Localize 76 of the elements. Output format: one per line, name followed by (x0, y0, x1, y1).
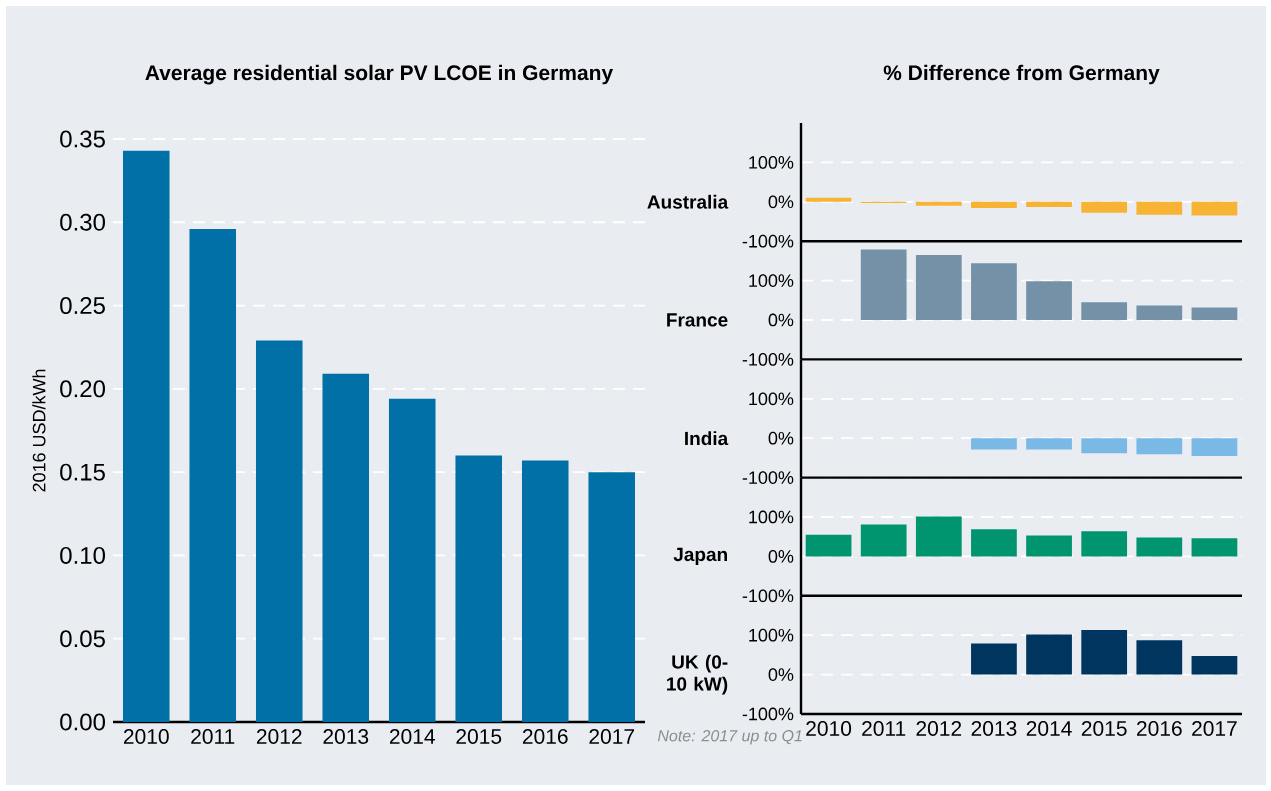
bar (1191, 307, 1238, 320)
y-tick-label: 0% (768, 668, 794, 681)
y-tick-label: 100% (749, 156, 794, 169)
x-tick-label: 2011 (191, 729, 235, 744)
bar (1081, 531, 1128, 557)
x-tick-label: 2011 (862, 721, 906, 736)
y-tick-label: 0.30 (60, 213, 106, 231)
bar (971, 263, 1017, 320)
bar (455, 455, 503, 722)
text: Note: 2017 up to Q1 (657, 730, 802, 745)
bar (1136, 537, 1183, 557)
bar (1136, 640, 1183, 675)
y-tick-label: 0% (768, 195, 794, 209)
y-tick-label: 0.25 (60, 297, 105, 315)
bar (189, 228, 237, 722)
chart-title: % Difference from Germany (883, 64, 1160, 85)
x-tick-label: 2012 (256, 729, 302, 744)
y-tick-label: 0.15 (60, 463, 105, 481)
x-tick-label: 2015 (456, 729, 502, 744)
y-tick-label: 0.35 (60, 130, 105, 148)
y-tick-label: -100% (742, 234, 794, 248)
bar (860, 524, 907, 557)
bar (805, 534, 852, 557)
bar (1191, 656, 1238, 675)
x-tick-label: 2012 (916, 721, 962, 736)
y-axis-title: 2016 USD/kWh (32, 369, 46, 492)
bar (915, 254, 962, 320)
bar (971, 643, 1017, 675)
y-axis-title: France (667, 313, 728, 327)
y-tick-label: 0% (768, 431, 794, 445)
y-tick-label: 0.20 (60, 380, 106, 398)
x-tick-label: 2010 (123, 729, 169, 744)
bar (1081, 630, 1128, 675)
y-axis-title: India (685, 431, 729, 446)
y-tick-label: -100% (742, 589, 794, 603)
bar (1191, 538, 1238, 557)
bar (1026, 281, 1072, 320)
y-tick-label: 100% (749, 510, 794, 524)
y-tick-label: -100% (742, 707, 794, 721)
bar (588, 472, 636, 722)
y-axis-title: Japan (673, 547, 728, 565)
y-tick-label: 100% (749, 274, 794, 287)
bar (322, 373, 370, 722)
bar (915, 516, 962, 557)
y-tick-label: 0.00 (60, 713, 106, 731)
x-tick-label: 2010 (806, 721, 852, 736)
y-tick-label: -100% (742, 471, 794, 484)
bar (122, 150, 170, 722)
y-tick-label: 0.10 (60, 546, 106, 564)
x-tick-label: 2016 (1137, 721, 1182, 736)
x-tick-label: 2016 (522, 729, 568, 744)
x-tick-label: 2017 (589, 729, 635, 744)
x-tick-label: 2013 (971, 721, 1017, 736)
bar (1136, 305, 1183, 320)
x-tick-label: 2017 (1192, 721, 1237, 736)
chart-title: Average residential solar PV LCOE in Germany (145, 64, 614, 85)
x-tick-label: 2015 (1081, 721, 1127, 736)
bar (1026, 535, 1072, 557)
y-tick-label: 100% (749, 392, 794, 406)
bar (255, 340, 303, 722)
y-tick-label: 100% (749, 628, 794, 642)
x-tick-label: 2013 (323, 729, 369, 744)
y-tick-label: 0% (768, 550, 794, 563)
x-tick-label: 2014 (1026, 721, 1072, 736)
y-tick-label: -100% (742, 353, 794, 366)
bar (388, 398, 436, 722)
y-tick-label: 0.05 (60, 630, 105, 648)
y-tick-label: 0% (768, 313, 794, 327)
bar (1081, 302, 1128, 320)
x-tick-label: 2014 (389, 729, 435, 744)
bar (860, 249, 907, 320)
y-axis-title: Australia (647, 194, 729, 209)
bar (1026, 634, 1072, 675)
bar (971, 529, 1017, 557)
y-axis-title: UK (0-10 kW) (667, 654, 728, 695)
bar (521, 460, 569, 722)
